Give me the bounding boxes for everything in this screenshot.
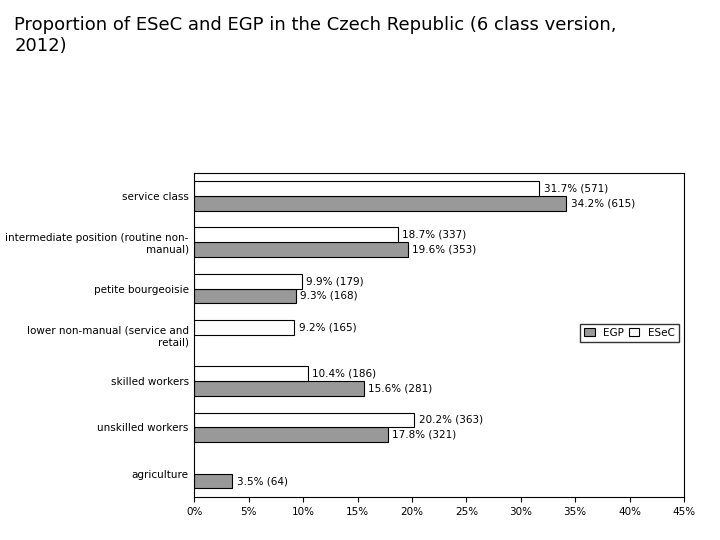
Text: 10.4% (186): 10.4% (186) — [312, 369, 376, 379]
Text: 9.2% (165): 9.2% (165) — [299, 322, 356, 333]
Bar — [194, 381, 364, 396]
Text: 9.3% (168): 9.3% (168) — [300, 291, 358, 301]
Bar — [194, 227, 398, 242]
Bar — [194, 242, 408, 257]
Text: 18.7% (337): 18.7% (337) — [402, 230, 467, 240]
Bar — [194, 320, 294, 335]
Text: 15.6% (281): 15.6% (281) — [369, 383, 433, 394]
Text: 9.9% (179): 9.9% (179) — [307, 276, 364, 286]
Text: Proportion of ESeC and EGP in the Czech Republic (6 class version,
2012): Proportion of ESeC and EGP in the Czech … — [14, 16, 617, 55]
Bar — [194, 474, 233, 489]
Bar — [194, 366, 307, 381]
Bar — [194, 413, 414, 427]
Text: 34.2% (615): 34.2% (615) — [571, 198, 635, 208]
Bar — [194, 181, 539, 196]
Text: 20.2% (363): 20.2% (363) — [418, 415, 482, 425]
Text: 17.8% (321): 17.8% (321) — [392, 430, 456, 440]
Legend: EGP, ESeC: EGP, ESeC — [580, 324, 679, 342]
Text: 31.7% (571): 31.7% (571) — [544, 184, 608, 193]
Bar — [194, 288, 296, 303]
Bar — [194, 427, 388, 442]
Text: 19.6% (353): 19.6% (353) — [412, 245, 476, 255]
Text: 3.5% (64): 3.5% (64) — [237, 476, 288, 486]
Bar — [194, 196, 567, 211]
Bar — [194, 274, 302, 288]
